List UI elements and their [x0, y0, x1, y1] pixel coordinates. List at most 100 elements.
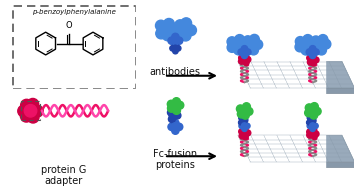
Circle shape [175, 46, 181, 51]
Circle shape [309, 130, 316, 137]
Circle shape [239, 55, 245, 61]
Circle shape [172, 45, 178, 51]
Circle shape [159, 22, 173, 36]
Bar [21, 101, 40, 120]
Circle shape [313, 107, 321, 115]
Circle shape [241, 48, 248, 56]
Circle shape [305, 104, 313, 112]
Circle shape [231, 38, 243, 51]
Circle shape [174, 28, 185, 39]
Circle shape [241, 46, 248, 52]
Circle shape [163, 19, 174, 29]
Circle shape [129, 76, 147, 94]
Polygon shape [238, 62, 355, 88]
Circle shape [301, 45, 311, 55]
Circle shape [242, 43, 252, 53]
Circle shape [242, 134, 248, 140]
Circle shape [239, 129, 245, 135]
Polygon shape [238, 135, 355, 162]
Circle shape [295, 42, 305, 52]
Circle shape [309, 48, 316, 56]
Circle shape [321, 39, 331, 49]
Circle shape [243, 60, 249, 66]
Circle shape [241, 123, 248, 129]
Circle shape [173, 98, 181, 106]
Circle shape [237, 110, 245, 118]
Polygon shape [238, 62, 250, 93]
Circle shape [168, 37, 175, 44]
Text: protein G
adapter: protein G adapter [41, 165, 86, 186]
Circle shape [240, 106, 249, 116]
Circle shape [238, 58, 245, 64]
Circle shape [245, 130, 251, 136]
Circle shape [249, 45, 258, 55]
Circle shape [117, 72, 139, 94]
Circle shape [245, 123, 250, 129]
Circle shape [120, 64, 138, 82]
Circle shape [238, 120, 244, 125]
Circle shape [173, 43, 178, 48]
Circle shape [240, 117, 246, 123]
Circle shape [167, 25, 178, 36]
Circle shape [246, 38, 258, 51]
Circle shape [175, 123, 183, 131]
Circle shape [110, 80, 128, 97]
Circle shape [307, 55, 313, 61]
Circle shape [307, 59, 313, 65]
Circle shape [239, 123, 244, 129]
Circle shape [313, 131, 319, 137]
Circle shape [167, 100, 175, 108]
Circle shape [178, 22, 191, 36]
Circle shape [305, 109, 313, 117]
Text: antibodies: antibodies [150, 67, 201, 77]
Bar [136, 0, 325, 179]
Circle shape [168, 123, 175, 131]
Circle shape [311, 127, 317, 133]
Bar [10, 89, 136, 179]
Circle shape [253, 40, 263, 50]
Circle shape [310, 60, 316, 66]
Circle shape [309, 56, 316, 63]
Circle shape [242, 127, 248, 133]
Circle shape [299, 38, 311, 51]
Circle shape [27, 111, 39, 123]
Circle shape [243, 118, 248, 123]
Circle shape [176, 101, 184, 109]
Circle shape [167, 104, 175, 112]
Bar [12, 6, 136, 89]
Circle shape [234, 45, 244, 55]
Circle shape [173, 48, 178, 54]
Circle shape [238, 49, 244, 55]
Circle shape [111, 68, 128, 86]
Circle shape [186, 25, 197, 36]
Circle shape [181, 18, 191, 29]
Wedge shape [110, 75, 131, 106]
Circle shape [313, 123, 318, 129]
Circle shape [311, 134, 317, 139]
Circle shape [169, 111, 178, 120]
Circle shape [310, 111, 318, 119]
Circle shape [155, 20, 166, 31]
Circle shape [310, 126, 315, 132]
Circle shape [23, 103, 38, 118]
Circle shape [309, 46, 316, 52]
Circle shape [241, 111, 249, 119]
Circle shape [156, 28, 167, 39]
Text: O: O [65, 21, 72, 30]
Circle shape [318, 35, 328, 44]
Circle shape [245, 49, 251, 55]
Circle shape [313, 57, 319, 63]
Circle shape [122, 84, 140, 102]
Circle shape [241, 130, 248, 137]
Circle shape [243, 53, 249, 59]
Circle shape [307, 132, 313, 138]
Circle shape [239, 133, 245, 139]
Circle shape [307, 129, 313, 135]
Circle shape [175, 20, 186, 31]
Circle shape [245, 57, 251, 62]
Circle shape [307, 123, 313, 129]
Circle shape [311, 36, 321, 46]
Circle shape [170, 46, 175, 51]
Circle shape [242, 103, 250, 111]
Circle shape [242, 126, 247, 132]
